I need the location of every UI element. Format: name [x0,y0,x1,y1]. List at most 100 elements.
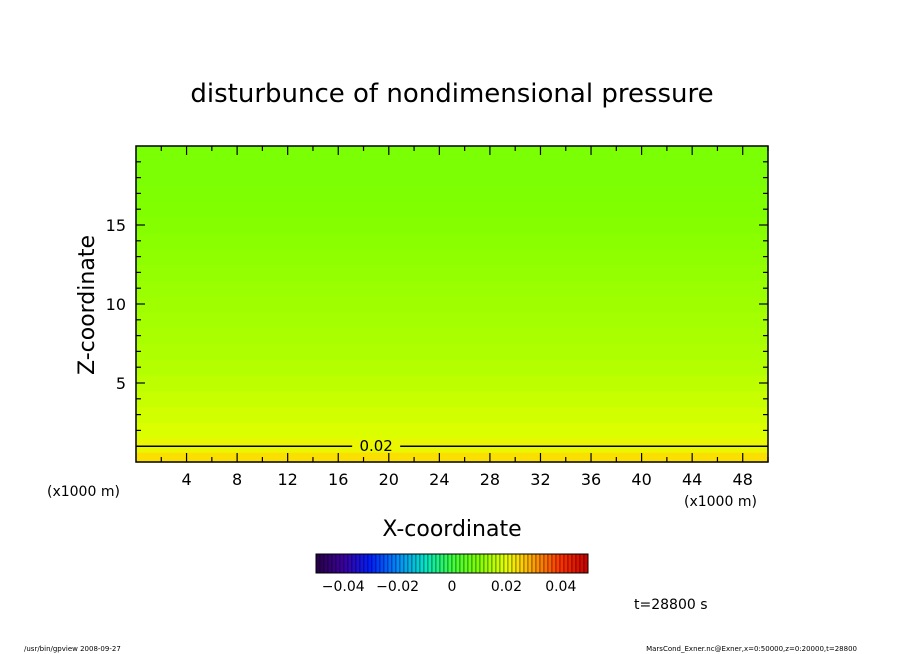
colorbar-cell [331,553,337,574]
colorbar-cell [579,553,585,574]
x-tick-label: 12 [278,470,298,489]
field-band [136,343,768,360]
colorbar-tick-label: 0.02 [491,579,522,595]
footer-right: MarsCond_Exner.nc@Exner,x=0:50000,z=0:20… [646,645,857,653]
colorbar-cell [567,553,573,574]
colorbar-cell [495,553,501,574]
colorbar-cell [471,553,477,574]
x-tick-label: 8 [232,470,242,489]
field-band [136,264,768,281]
colorbar-cell [543,553,549,574]
y-unit-label: (x1000 m) [47,484,120,500]
field-band [136,217,768,234]
colorbar-cell [555,553,561,574]
colorbar-cell [371,553,377,574]
colorbar-cell [571,553,577,574]
y-axis-ticks [136,161,768,447]
x-tick-label: 4 [181,470,191,489]
colorbar-cell [343,553,349,574]
colorbar-cell [535,553,541,574]
colorbar-cell [527,553,533,574]
x-tick-label: 16 [328,470,348,489]
colorbar-cell [399,553,405,574]
x-tick-label: 44 [682,470,702,489]
colorbar-frame [315,553,589,574]
field-band [136,185,768,202]
colorbar-cell [443,553,449,574]
colorbar-cell [459,553,465,574]
colorbar-cell [359,553,365,574]
colorbar-cell [503,553,509,574]
colorbar [315,553,589,574]
colorbar-cell [423,553,429,574]
colorbar-cell [363,553,369,574]
colorbar-cell [539,553,545,574]
colorbar-cell [435,553,441,574]
colorbar-cell [315,553,321,574]
colorbar-cell [463,553,469,574]
x-tick-label: 24 [429,470,449,489]
colorbar-tick-label: 0.04 [545,579,576,595]
field-band [136,390,768,408]
x-axis-label: X-coordinate [382,517,521,542]
colorbar-cell [319,553,325,574]
field-band [136,146,768,171]
colorbar-cell [367,553,373,574]
colorbar-cell [519,553,525,574]
colorbar-cell [559,553,565,574]
field-band [136,169,768,187]
colorbar-tick-label: −0.04 [322,579,365,595]
x-tick-label: 32 [530,470,550,489]
colorbar-cell [335,553,341,574]
x-tick-label: 40 [631,470,651,489]
colorbar-tick-labels: −0.04 −0.02 0 0.02 0.04 [322,579,577,595]
field-band [136,248,768,266]
x-axis-tick-labels: 4 8 12 16 20 24 28 32 36 40 44 48 [181,470,752,489]
colorbar-cell [531,553,537,574]
colorbar-cell [351,553,357,574]
field-band [136,232,768,250]
colorbar-cell [511,553,517,574]
colorbar-cell [487,553,493,574]
colorbar-cell [415,553,421,574]
chart-title: disturbunce of nondimensional pressure [190,79,713,109]
colorbar-cell [491,553,497,574]
x-tick-label: 28 [480,470,500,489]
colorbar-cell [439,553,445,574]
colorbar-cell [499,553,505,574]
x-tick-label: 36 [581,470,601,489]
colorbar-cell [411,553,417,574]
colorbar-cell [355,553,361,574]
colorbar-cell [483,553,489,574]
colorbar-cell [475,553,481,574]
colorbar-tick-label: 0 [448,579,457,595]
y-tick-label: 10 [106,295,126,314]
footer-left: /usr/bin/gpview 2008-09-27 [24,645,121,653]
colorbar-cell [327,553,333,574]
field-band [136,201,768,218]
colorbar-cell [447,553,453,574]
colorbar-cell [383,553,389,574]
field-band [136,452,768,463]
colorbar-cell [375,553,381,574]
field-band [136,296,768,313]
colorbar-cell [387,553,393,574]
colorbar-cell [515,553,521,574]
x-unit-label: (x1000 m) [684,494,757,510]
field-band [136,311,768,329]
x-tick-label: 48 [733,470,753,489]
colorbar-cell [427,553,433,574]
time-label: t=28800 s [634,597,708,613]
y-axis-tick-labels: 5 10 15 [106,216,126,393]
colorbar-cell [507,553,513,574]
colorbar-cell [467,553,473,574]
field-band [136,327,768,345]
field-band [136,280,768,297]
colorbar-cell [323,553,329,574]
contour-lines: 0.02 [136,437,768,455]
y-axis-label: Z-coordinate [75,235,100,375]
colorbar-cell [391,553,397,574]
colorbar-cell [403,553,409,574]
x-axis-ticks [160,146,769,462]
